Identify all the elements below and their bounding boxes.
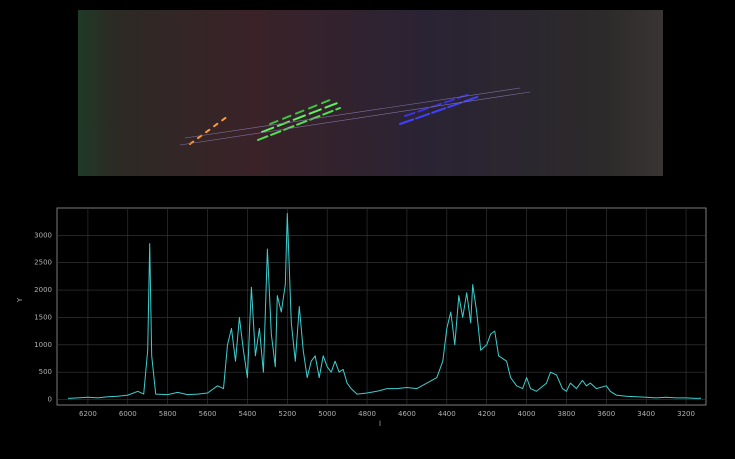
y-tick-label: 0 xyxy=(48,396,52,404)
y-tick-label: 2500 xyxy=(34,259,52,267)
plot-frame xyxy=(57,208,706,405)
x-tick-label: 3400 xyxy=(637,410,655,418)
page: {"chart_data": {"type": "line", "xlabel"… xyxy=(0,0,735,459)
x-tick-label: 4400 xyxy=(438,410,456,418)
x-axis-label: l xyxy=(379,420,381,428)
y-tick-label: 500 xyxy=(39,368,52,376)
screen: Y l 0 500 1000 1500 2000 2500 3000 6200 6000 5800… xyxy=(0,0,735,459)
spectrum-photo xyxy=(78,10,663,176)
x-tick-label: 6200 xyxy=(79,410,97,418)
x-tick-label: 5000 xyxy=(318,410,336,418)
x-tick-label: 3800 xyxy=(558,410,576,418)
y-axis-label: Y xyxy=(16,297,24,303)
x-tick-label: 3600 xyxy=(597,410,615,418)
x-tick-label: 5600 xyxy=(199,410,217,418)
x-tick-label: 4200 xyxy=(478,410,496,418)
x-tick-label: 5200 xyxy=(278,410,296,418)
x-tick-label: 6000 xyxy=(119,410,137,418)
x-tick-label: 4800 xyxy=(358,410,376,418)
y-tick-label: 1500 xyxy=(34,313,52,321)
x-tick-label: 4000 xyxy=(518,410,536,418)
y-tick-label: 1000 xyxy=(34,341,52,349)
x-tick-label: 3200 xyxy=(677,410,695,418)
y-tick-label: 3000 xyxy=(34,231,52,239)
x-tick-label: 4600 xyxy=(398,410,416,418)
x-tick-label: 5400 xyxy=(238,410,256,418)
x-tick-label: 5800 xyxy=(159,410,177,418)
y-tick-label: 2000 xyxy=(34,286,52,294)
